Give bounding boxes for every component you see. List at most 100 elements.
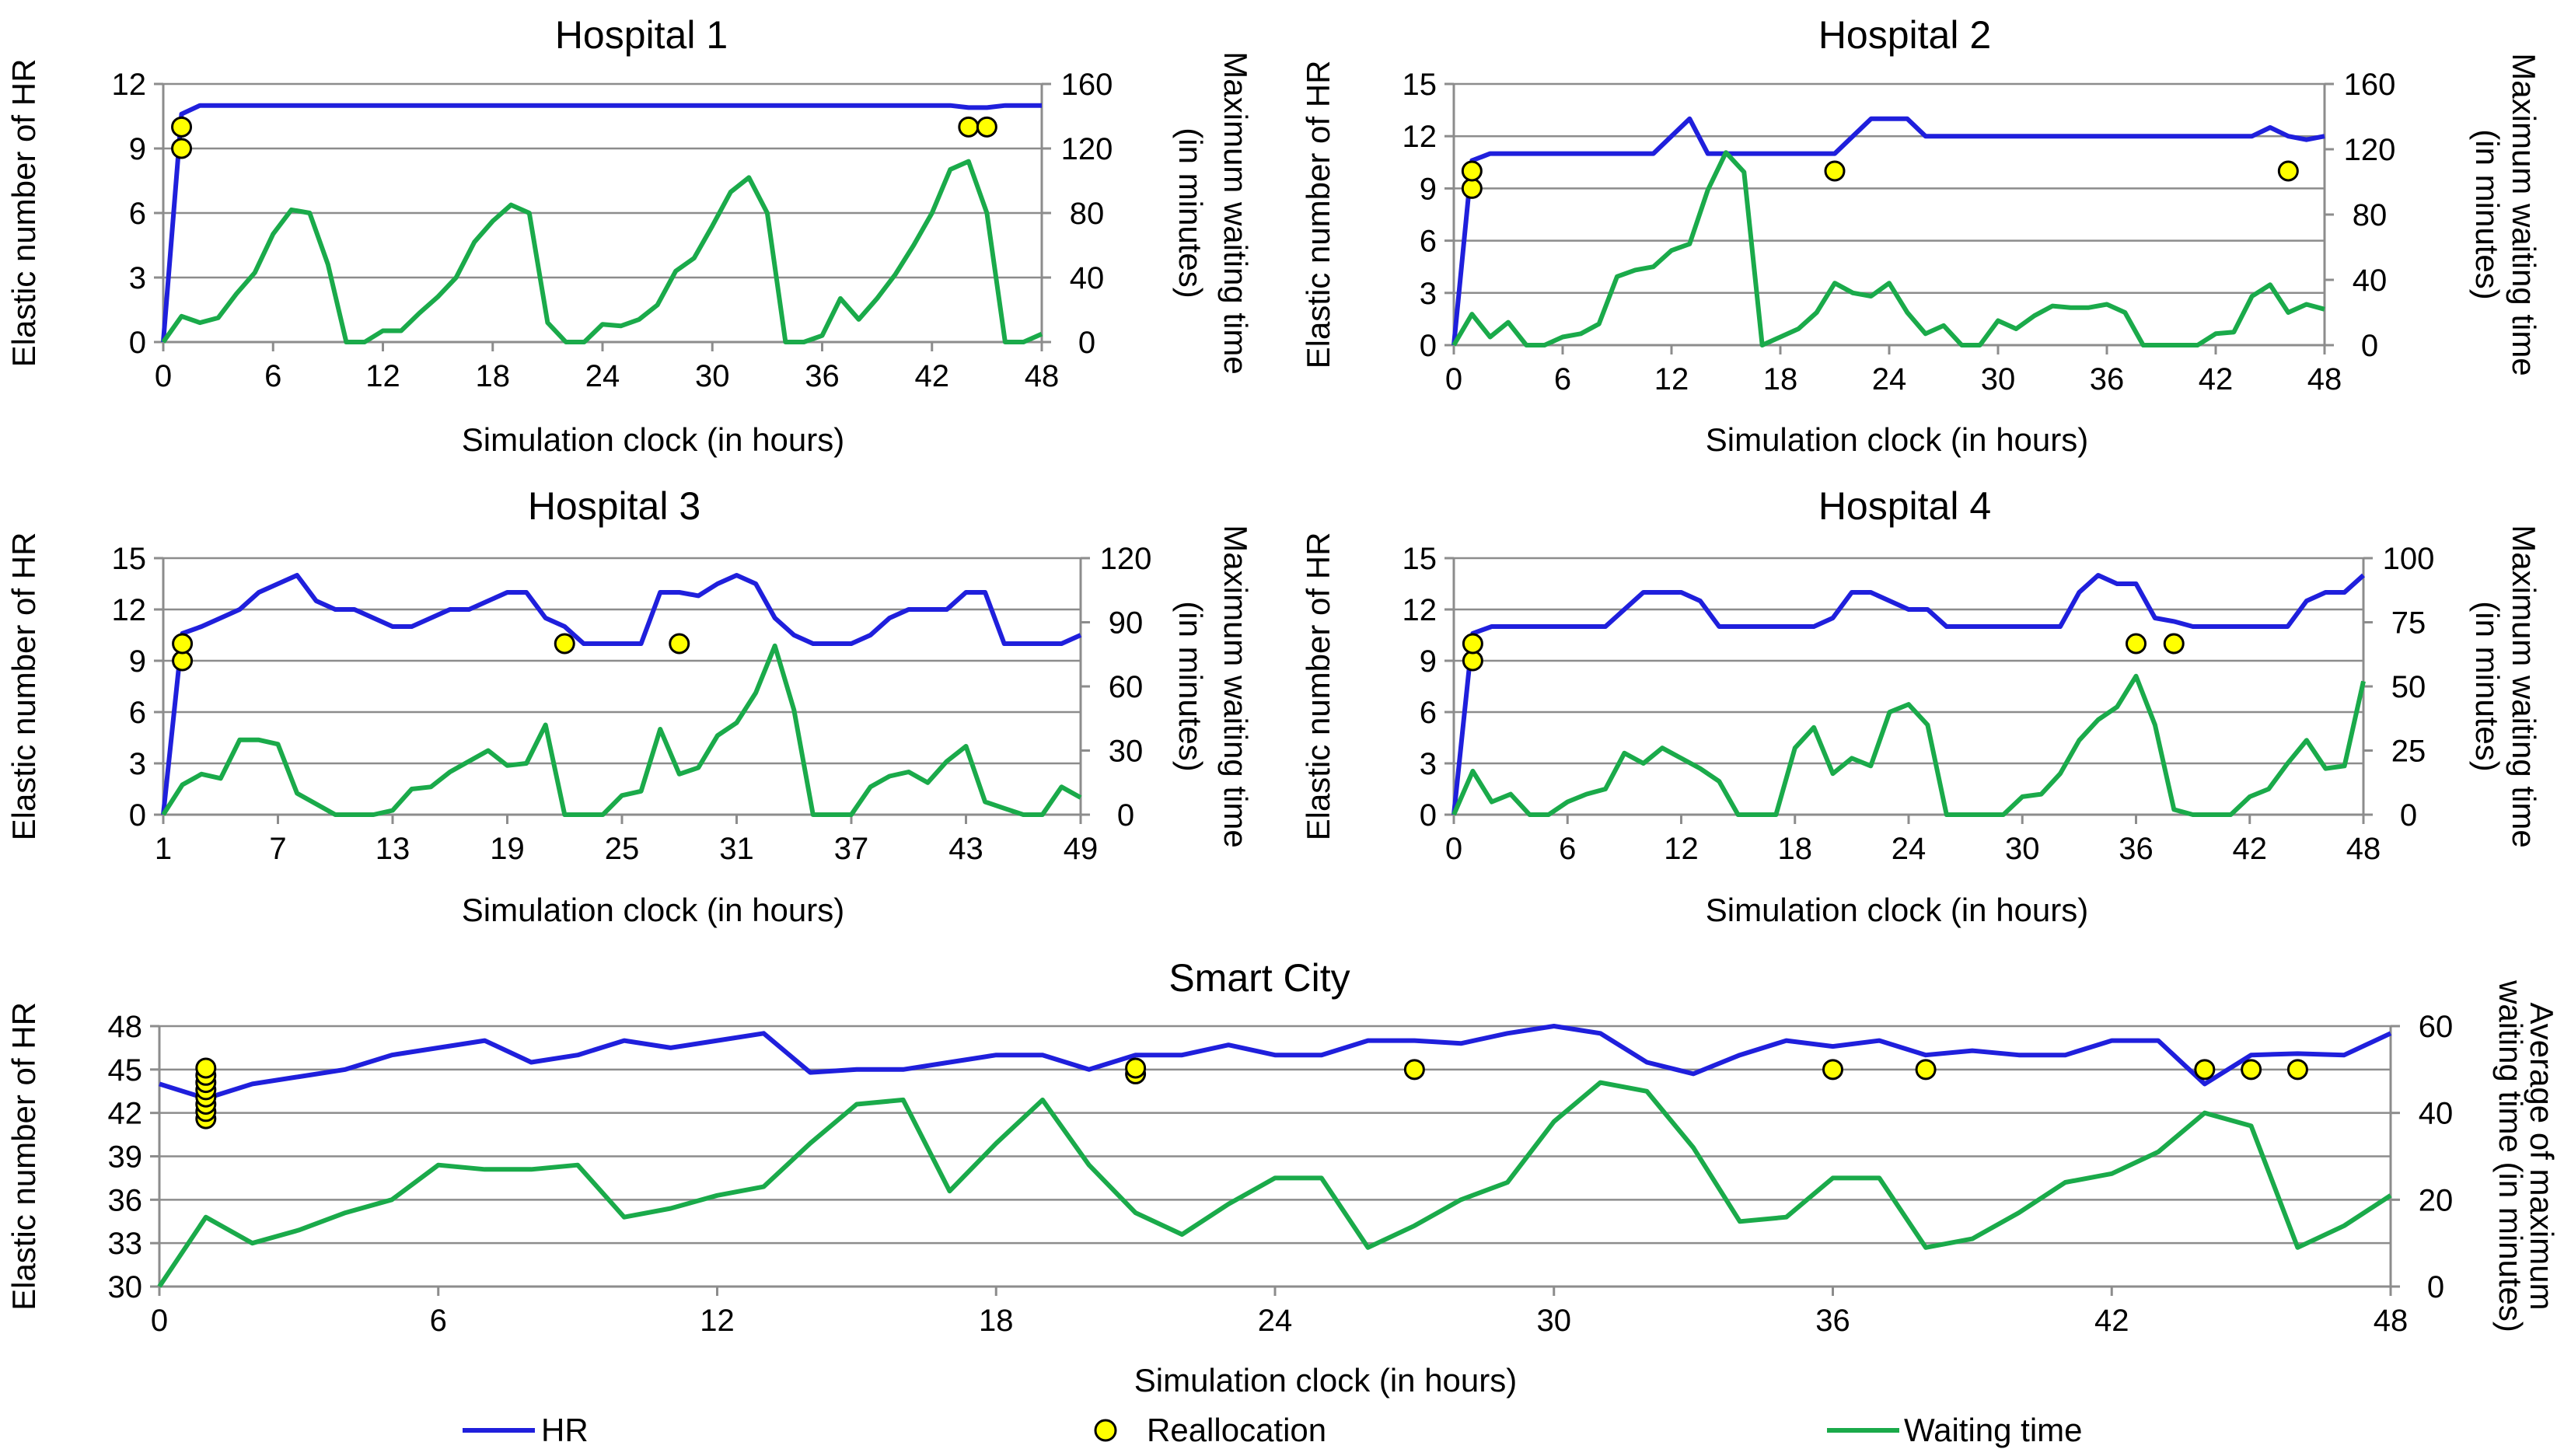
x-tick-label: 24 [1872, 362, 1907, 396]
y2-tick-label: 20 [2419, 1183, 2454, 1217]
reallocation-point [1461, 160, 1483, 182]
x-tick-label: 18 [979, 1304, 1014, 1338]
y-tick-label: 9 [129, 644, 146, 679]
x-tick-label: 48 [2374, 1304, 2409, 1338]
x-tick-label: 42 [2094, 1304, 2129, 1338]
y-tick-label: 15 [112, 542, 147, 576]
y2-tick-label: 0 [2427, 1270, 2444, 1304]
y-tick-label: 39 [108, 1140, 143, 1175]
reallocation-point [172, 633, 194, 655]
hr-series-line [159, 1024, 2392, 1102]
y-tick-label: 6 [1420, 696, 1437, 730]
y2-tick-label: 90 [1109, 606, 1144, 641]
y2-tick-label: 40 [1070, 261, 1105, 295]
y2-tick-label: 120 [1100, 542, 1152, 576]
legend-waiting-label: Waiting time [1904, 1412, 2083, 1448]
x-tick-label: 24 [1892, 832, 1927, 866]
reallocation-point [2277, 160, 2299, 182]
chart-panel-1: 0 6 12 18 24 30 36 42 4803691204080120160Hospita… [5, 13, 1254, 458]
x-tick-label: 36 [2090, 362, 2125, 396]
y2-tick-label: 120 [1061, 132, 1113, 166]
y-tick-label: 3 [1420, 277, 1437, 311]
y2-axis-label: (in minutes) [2469, 601, 2506, 771]
y-tick-label: 9 [1420, 172, 1437, 206]
x-tick-label: 48 [2307, 362, 2342, 396]
reallocation-point [669, 633, 690, 655]
y-tick-label: 0 [129, 798, 146, 833]
x-tick-label: 37 [834, 832, 869, 866]
x-tick-label: 36 [805, 359, 840, 393]
waiting-time-series-line [1451, 673, 2366, 817]
waiting-time-series-line [1451, 150, 2325, 347]
y2-axis-label: Maximum waiting time [2506, 525, 2542, 847]
chart-title: Smart City [1168, 956, 1350, 1000]
y-tick-label: 6 [129, 197, 146, 231]
y-tick-label: 33 [108, 1227, 143, 1261]
y2-axis-label: Maximum waiting time [1217, 51, 1254, 374]
y-tick-label: 3 [1420, 747, 1437, 781]
x-tick-label: 19 [490, 832, 525, 866]
y2-axis-label: Maximum waiting time [2506, 53, 2542, 375]
y-tick-label: 0 [129, 326, 146, 360]
x-tick-label: 36 [2119, 832, 2154, 866]
hr-series-line [161, 103, 1042, 343]
x-tick-label: 31 [719, 832, 754, 866]
chart-panel-5: 0 6 12 18 24 30 36 42 48 30 33 36 39 42 45 48 0 20 40 60 Sma… [5, 956, 2560, 1398]
y2-tick-label: 0 [1078, 326, 1095, 360]
y-tick-label: 45 [108, 1053, 143, 1088]
x-tick-label: 25 [605, 832, 640, 866]
reallocation-point [2126, 633, 2147, 655]
y-tick-label: 12 [112, 68, 147, 102]
reallocation-point [1915, 1059, 1937, 1081]
x-tick-label: 0 [155, 359, 172, 393]
x-tick-label: 12 [365, 359, 400, 393]
x-tick-label: 36 [1815, 1304, 1850, 1338]
legend-reallocation-swatch [1094, 1419, 1117, 1442]
reallocation-point [1462, 650, 1483, 672]
y2-axis-label: Average of maximum [2524, 1002, 2560, 1310]
y2-tick-label: 160 [2344, 68, 2396, 102]
reallocation-point [1462, 633, 1483, 655]
x-tick-label: 30 [1537, 1304, 1572, 1338]
x-tick-label: 12 [1664, 832, 1699, 866]
y2-tick-label: 0 [2400, 798, 2417, 833]
reallocation-point [1461, 177, 1483, 199]
x-axis-label: Simulation clock (in hours) [462, 421, 845, 458]
chart-title: Hospital 2 [1818, 13, 1991, 57]
reallocation-point [171, 138, 193, 159]
reallocation-point [171, 116, 193, 138]
y-axis-label: Elastic number of HR [5, 532, 42, 841]
y2-tick-label: 30 [1109, 735, 1144, 769]
x-tick-label: 30 [1981, 362, 2016, 396]
reallocation-point [2163, 633, 2185, 655]
reallocation-point [976, 116, 997, 138]
y2-tick-label: 25 [2391, 735, 2426, 769]
chart-panel-3: 1 7 13 19 25 31 37 43 49 0 3 6 9 12 15 0 30 60 90 120 Hospit… [5, 484, 1254, 928]
y-tick-label: 12 [1403, 593, 1437, 627]
y2-axis-label: (in minutes) [1172, 127, 1209, 298]
x-tick-label: 48 [2346, 832, 2381, 866]
x-tick-label: 18 [1778, 832, 1813, 866]
reallocation-point [195, 1057, 217, 1079]
y-tick-label: 15 [1403, 68, 1437, 102]
x-tick-label: 13 [376, 832, 410, 866]
y2-tick-label: 120 [2344, 133, 2396, 167]
x-tick-label: 42 [915, 359, 950, 393]
x-tick-label: 30 [2005, 832, 2040, 866]
y2-tick-label: 80 [1070, 197, 1105, 231]
y2-tick-label: 60 [2419, 1010, 2454, 1044]
y-tick-label: 6 [129, 696, 146, 730]
y2-tick-label: 100 [2383, 542, 2435, 576]
y-tick-label: 0 [1420, 329, 1437, 363]
x-tick-label: 6 [264, 359, 281, 393]
x-tick-label: 30 [695, 359, 730, 393]
reallocation-point [554, 633, 575, 655]
y2-tick-label: 60 [1109, 670, 1144, 704]
reallocation-point [2241, 1059, 2262, 1081]
chart-title: Hospital 1 [555, 13, 728, 57]
y-axis-label: Elastic number of HR [1300, 532, 1336, 841]
waiting-time-series-line [161, 159, 1043, 344]
y-tick-label: 0 [1420, 798, 1437, 833]
y2-tick-label: 0 [1117, 798, 1134, 833]
